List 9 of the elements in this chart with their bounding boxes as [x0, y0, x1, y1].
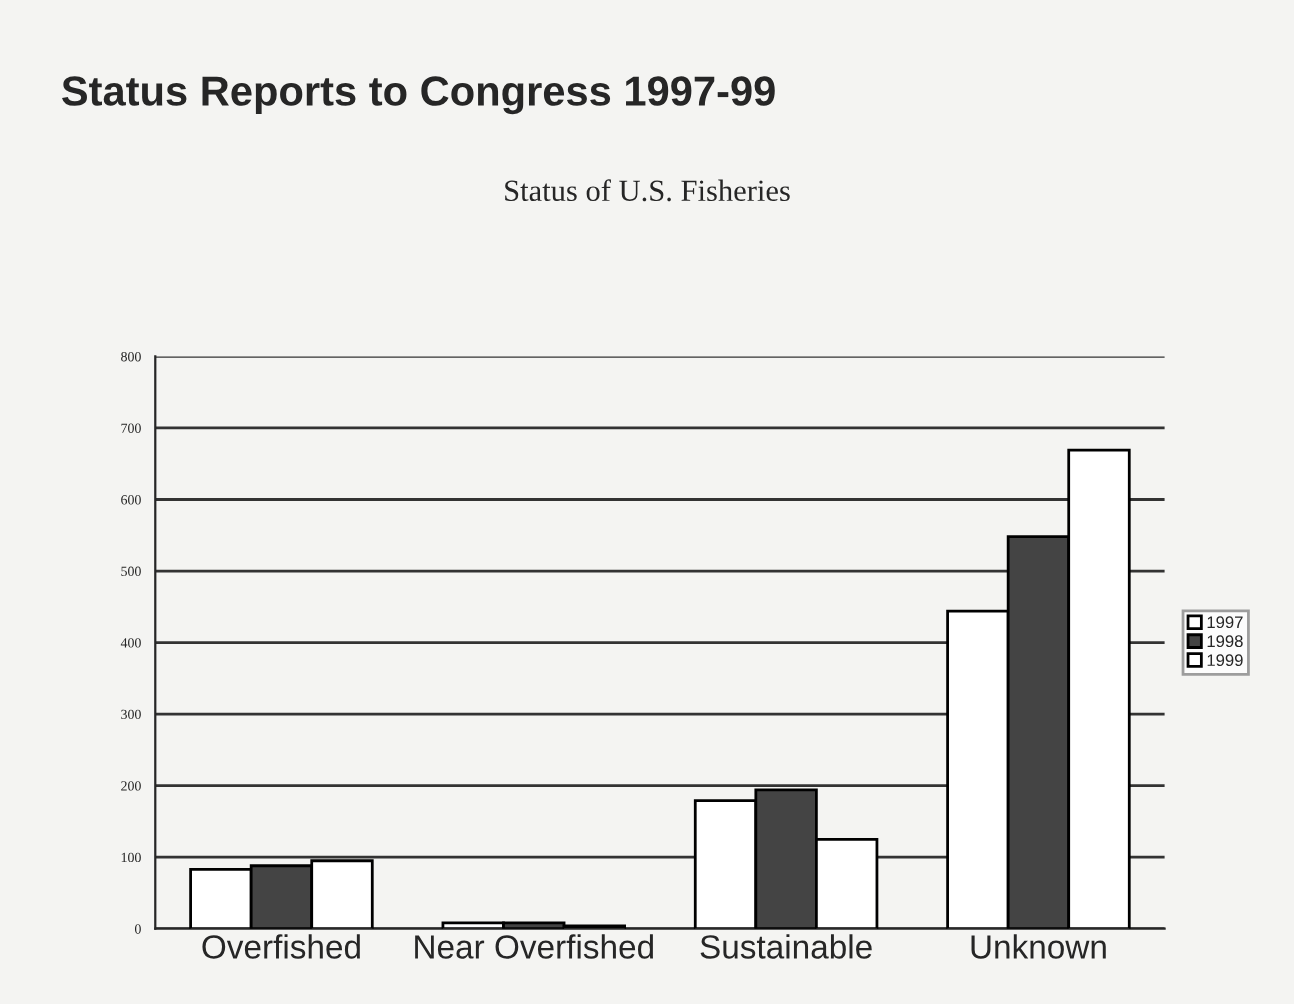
chart-subtitle: Status of U.S. Fisheries — [505, 179, 790, 202]
x-tick-label: Overfished — [202, 934, 360, 959]
chart-title: Status Reports to Congress 1997-99 — [62, 76, 775, 115]
legend-label: 1998 — [1207, 635, 1243, 648]
x-tick-label: Unknown — [971, 934, 1106, 959]
legend-label: 1999 — [1207, 654, 1243, 667]
legend-label: 1997 — [1207, 616, 1243, 629]
x-tick-label: Near Overfished — [415, 934, 653, 959]
x-tick-label: Sustainable — [700, 934, 872, 959]
